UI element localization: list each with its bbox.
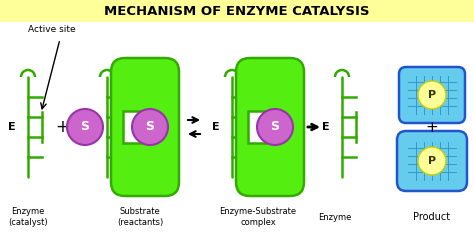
Text: Enzyme-Substrate
complex: Enzyme-Substrate complex xyxy=(219,207,297,227)
Text: E: E xyxy=(8,122,16,132)
Text: P: P xyxy=(428,156,436,166)
Text: E: E xyxy=(212,122,220,132)
Text: S: S xyxy=(271,121,280,133)
Text: Enzyme: Enzyme xyxy=(319,212,352,222)
Text: E: E xyxy=(322,122,330,132)
Text: E: E xyxy=(87,122,95,132)
Text: +: + xyxy=(426,120,438,135)
Text: +: + xyxy=(55,118,69,136)
FancyBboxPatch shape xyxy=(111,58,179,196)
Text: MECHANISM OF ENZYME CATALYSIS: MECHANISM OF ENZYME CATALYSIS xyxy=(104,4,370,18)
Text: S: S xyxy=(146,121,155,133)
Text: Product: Product xyxy=(413,212,451,222)
Circle shape xyxy=(418,147,446,175)
Circle shape xyxy=(257,109,293,145)
FancyBboxPatch shape xyxy=(123,111,141,143)
FancyBboxPatch shape xyxy=(236,58,304,196)
Circle shape xyxy=(67,109,103,145)
Text: Active site: Active site xyxy=(28,24,76,34)
Text: P: P xyxy=(428,90,436,100)
Circle shape xyxy=(132,109,168,145)
FancyBboxPatch shape xyxy=(399,67,465,123)
Text: S: S xyxy=(81,121,90,133)
FancyBboxPatch shape xyxy=(397,131,467,191)
FancyBboxPatch shape xyxy=(248,111,266,143)
Text: Enzyme
(catalyst): Enzyme (catalyst) xyxy=(8,207,48,227)
Circle shape xyxy=(418,81,446,109)
FancyBboxPatch shape xyxy=(0,0,474,22)
Text: Substrate
(reactants): Substrate (reactants) xyxy=(117,207,163,227)
